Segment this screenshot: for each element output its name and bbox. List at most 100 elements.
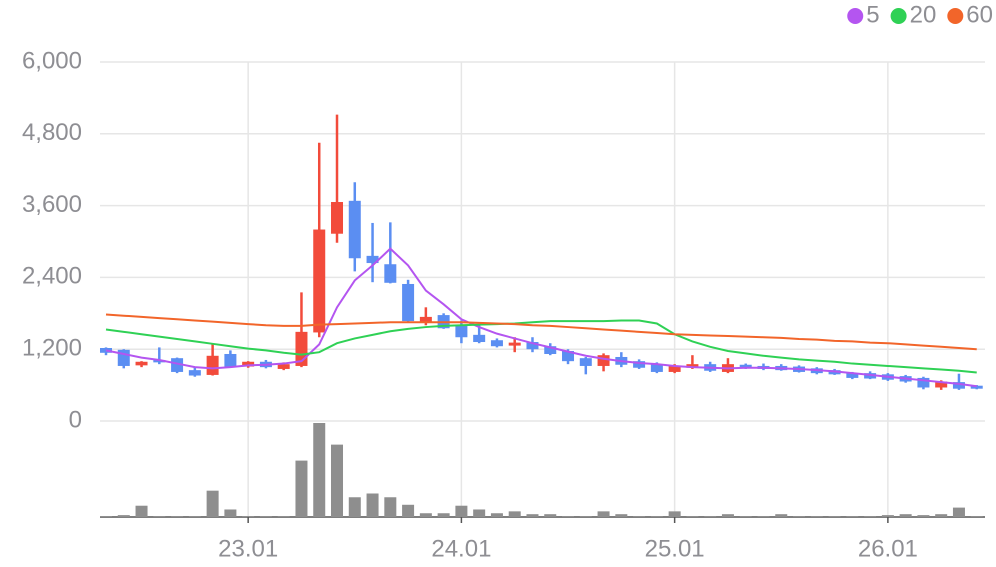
candle-body <box>473 334 486 343</box>
y-tick-label: 0 <box>69 406 82 433</box>
ma-line <box>105 319 977 374</box>
y-tick-label: 4,800 <box>22 119 82 146</box>
volume-bar <box>810 516 823 517</box>
volume-bar <box>419 513 432 517</box>
volume-bar <box>704 516 717 517</box>
candle-body <box>348 200 361 259</box>
ma-line <box>105 313 977 351</box>
volume-bar <box>775 514 788 517</box>
volume-bar <box>615 514 628 517</box>
x-tick-label: 26.01 <box>858 535 918 562</box>
y-tick-label: 1,200 <box>22 335 82 362</box>
volume-bar <box>100 516 112 517</box>
candle-body <box>970 385 983 389</box>
volume-bar <box>437 513 450 517</box>
candle-body <box>384 264 397 283</box>
volume-bar <box>970 516 983 517</box>
volume-bar <box>348 497 361 517</box>
candle-body <box>597 355 610 366</box>
volume-bar <box>508 511 521 517</box>
candle-body <box>668 365 681 372</box>
volume-bar <box>259 516 272 517</box>
volume-bar <box>686 516 699 517</box>
volume-bar <box>757 516 770 517</box>
volume-bar <box>135 505 148 517</box>
candle-body <box>224 353 237 367</box>
candle-body <box>490 340 503 347</box>
legend-label: 20 <box>910 1 937 28</box>
volume-bar <box>277 516 290 517</box>
candle-body <box>366 255 379 264</box>
volume-bar <box>366 493 379 517</box>
candle-body <box>686 364 699 368</box>
candle-body <box>526 342 539 350</box>
volume-bar <box>402 504 415 517</box>
candle-body <box>917 377 930 388</box>
x-tick-label: 23.01 <box>218 535 278 562</box>
candle-body <box>242 361 255 367</box>
legend-swatch <box>890 8 907 24</box>
candle-body <box>508 342 521 346</box>
volume-bar <box>455 505 468 517</box>
candle-body <box>455 325 468 338</box>
legend-label: 60 <box>966 1 993 28</box>
volume-bar <box>153 516 166 517</box>
volume-bar <box>597 511 610 517</box>
volume-bar <box>562 516 575 517</box>
volume-bar <box>864 516 877 517</box>
volume-bar <box>899 514 912 517</box>
candle-body <box>313 229 326 333</box>
volume-bar <box>721 514 734 517</box>
volume-bar <box>188 516 201 517</box>
volume-bar <box>668 511 681 517</box>
volume-bar <box>171 516 184 517</box>
candle-body <box>544 346 557 354</box>
y-tick-label: 3,600 <box>22 191 82 218</box>
candle-body <box>171 358 184 372</box>
candle-body <box>935 381 948 388</box>
volume-bar <box>633 516 646 517</box>
candle-body <box>633 361 646 368</box>
y-tick-label: 6,000 <box>22 47 82 74</box>
candle-body <box>331 202 344 234</box>
volume-bar <box>473 509 486 517</box>
candle-body <box>952 382 965 389</box>
legend-swatch <box>947 8 964 24</box>
candle-body <box>402 283 415 322</box>
volume-bar <box>224 509 237 517</box>
volume-bar <box>793 516 806 517</box>
volume-bar <box>881 515 894 517</box>
volume-bar <box>313 423 326 517</box>
volume-bar <box>295 460 308 517</box>
candle-body <box>650 364 663 372</box>
candle-body <box>846 373 859 378</box>
volume-bar <box>242 516 255 517</box>
candle-body <box>206 355 219 375</box>
volume-bar <box>117 515 130 517</box>
volume-bar <box>490 513 503 517</box>
volume-bar <box>526 514 539 517</box>
candle-body <box>277 364 290 369</box>
candle-body <box>135 361 148 366</box>
volume-bar <box>650 516 663 517</box>
candle-body <box>579 358 592 366</box>
ma-line <box>105 247 977 388</box>
volume-bar <box>935 514 948 517</box>
legend-label: 5 <box>866 1 879 28</box>
volume-bar <box>384 497 397 517</box>
volume-bar <box>917 515 930 517</box>
volume-bar <box>846 516 859 517</box>
candle-body <box>188 370 201 376</box>
x-tick-label: 24.01 <box>431 535 491 562</box>
volume-bar <box>579 516 592 517</box>
volume-bar <box>828 516 841 517</box>
volume-bar <box>206 490 219 517</box>
legend-swatch <box>847 8 864 24</box>
candle-body <box>419 316 432 323</box>
candle-body <box>153 359 166 363</box>
candle-body <box>739 364 752 368</box>
y-tick-label: 2,400 <box>22 263 82 290</box>
x-tick-label: 25.01 <box>645 535 705 562</box>
